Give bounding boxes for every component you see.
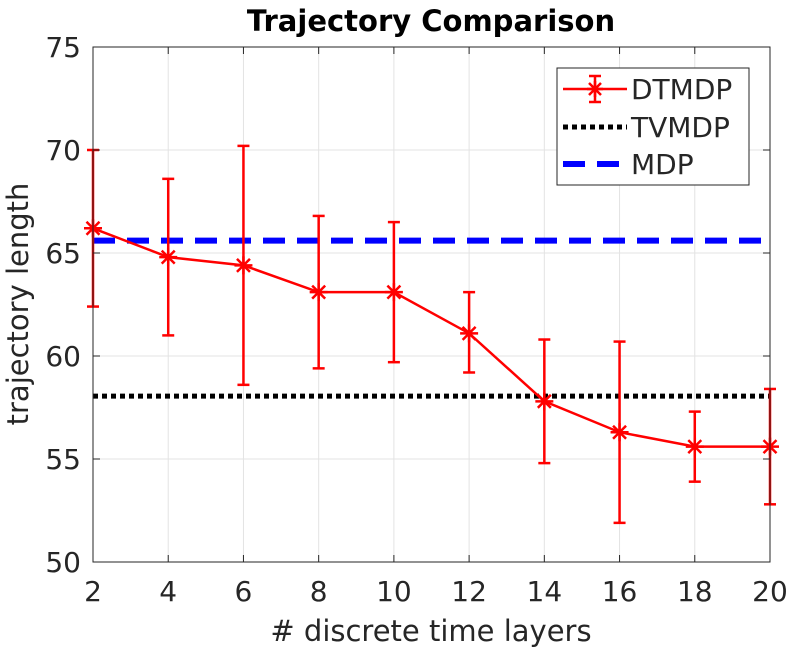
dtmdp-point-14: [535, 392, 554, 411]
x-tick-label-18: 18: [677, 575, 713, 608]
axis-ticks: 2 4 6 8 10 12 14 16 18 20 50 55 60 65 70 75: [45, 31, 787, 608]
dtmdp-point-6: [234, 256, 253, 275]
legend-dtmdp-label: DTMDP: [631, 73, 732, 106]
dtmdp-line: [92, 227, 770, 448]
legend-mdp-label: MDP: [631, 148, 694, 181]
y-tick-label-70: 70: [45, 134, 81, 167]
x-tick-label-2: 2: [84, 575, 102, 608]
x-axis-label: # discrete time layers: [270, 614, 591, 648]
x-tick-label-6: 6: [235, 575, 253, 608]
y-tick-label-65: 65: [45, 237, 81, 270]
legend-box: [556, 67, 750, 186]
y-tick-label-60: 60: [45, 340, 81, 373]
x-tick-label-10: 10: [376, 575, 412, 608]
legend-entry-tvmdp: TVMDP: [563, 111, 730, 144]
dtmdp-point-10: [384, 283, 403, 302]
x-tick-label-12: 12: [451, 575, 487, 608]
x-tick-label-16: 16: [602, 575, 638, 608]
x-tick-label-20: 20: [752, 575, 788, 608]
dtmdp-point-18: [685, 437, 704, 456]
legend-dtmdp-marker: [587, 81, 603, 97]
chart-title: Trajectory Comparison: [247, 4, 615, 38]
x-tick-label-14: 14: [527, 575, 563, 608]
legend-entry-dtmdp: DTMDP: [563, 73, 732, 106]
dtmdp-point-4: [159, 248, 178, 267]
y-tick-label-55: 55: [45, 443, 81, 476]
y-tick-label-50: 50: [45, 546, 81, 579]
dtmdp-point-8: [309, 283, 328, 302]
x-tick-label-8: 8: [310, 575, 328, 608]
y-axis-label: trajectory length: [1, 183, 35, 426]
plot-frame: [92, 46, 771, 563]
reference-lines: [93, 237, 770, 399]
dtmdp-point-16: [610, 423, 629, 442]
dtmdp-point-12: [460, 324, 479, 343]
legend-tvmdp-label: TVMDP: [630, 111, 730, 144]
legend-entry-mdp: MDP: [563, 148, 694, 181]
x-tick-label-4: 4: [159, 575, 177, 608]
y-tick-label-75: 75: [45, 31, 81, 64]
legend: DTMDP TVMDP MDP: [556, 67, 750, 186]
